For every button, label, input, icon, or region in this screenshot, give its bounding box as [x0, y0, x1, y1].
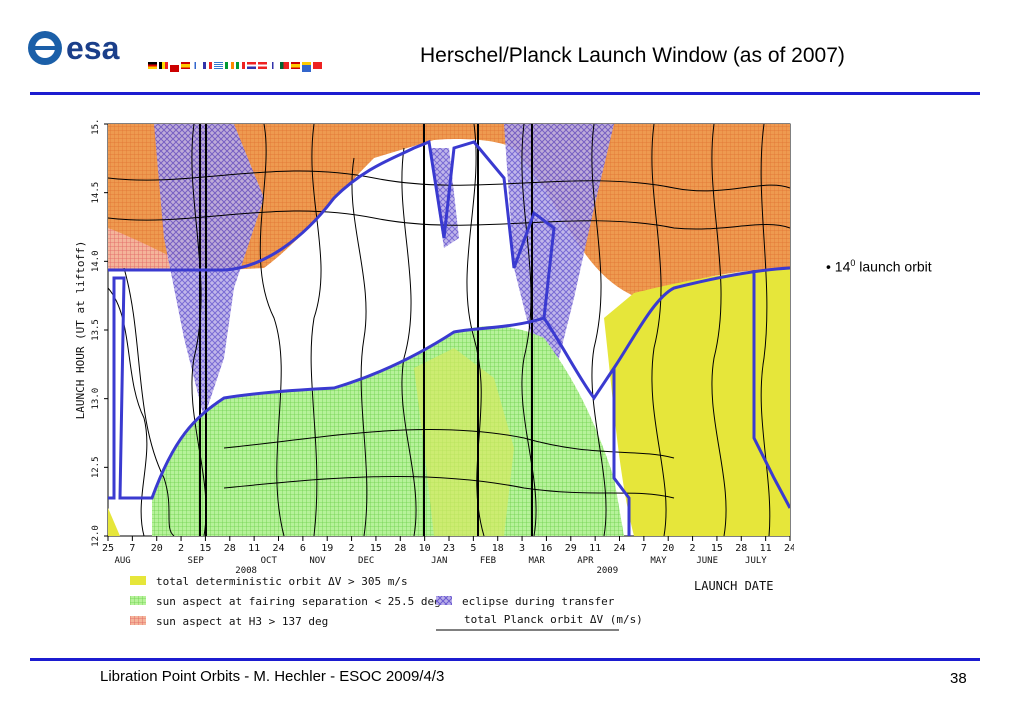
legend-swatch-h3 [130, 616, 146, 625]
legend-label-planck-dv: total Planck orbit ΔV (m/s) [464, 613, 643, 626]
footer-text: Libration Point Orbits - M. Hechler - ES… [100, 668, 445, 685]
region-fairing-yellow-mix [414, 348, 514, 536]
y-tick-label: 15.0 [91, 118, 101, 135]
x-year-label: 2009 [596, 566, 618, 576]
x-tick-label: 11 [760, 543, 772, 554]
contour-line [123, 267, 175, 536]
x-tick-label: 2 [178, 543, 184, 554]
esa-logo: esa [28, 30, 120, 66]
x-axis-label: LAUNCH DATE [694, 579, 773, 593]
region-orange-top [108, 124, 790, 296]
y-tick-label: 14.5 [91, 182, 101, 204]
contour-line [108, 170, 790, 192]
y-tick-label: 12.5 [91, 456, 101, 478]
legend: total deterministic orbit ΔV > 305 m/s s… [130, 575, 643, 631]
y-tick-label: 12.0 [91, 525, 101, 547]
y-tick-label: 14.0 [91, 250, 101, 272]
launch-orbit-note: • 140 launch orbit [826, 258, 932, 275]
x-tick-label: 15 [711, 543, 723, 554]
legend-label-h3: sun aspect at H3 > 137 deg [156, 615, 328, 628]
contour-line [191, 124, 207, 536]
contour-line [466, 124, 485, 536]
slide-title: Herschel/Planck Launch Window (as of 200… [420, 44, 845, 67]
x-tick-label: 18 [492, 543, 504, 554]
contour-line [108, 210, 790, 230]
x-tick-label: 28 [735, 543, 747, 554]
x-tick-label: 7 [641, 543, 647, 554]
x-tick-label: 24 [272, 543, 284, 554]
x-tick-label: 15 [199, 543, 211, 554]
contour-line [223, 475, 675, 499]
launch-window-chart: 12.0 12.5 13.0 13.5 14.0 14.5 15.0 LAUNCH HOUR… [74, 118, 794, 631]
footer-rule [30, 658, 980, 661]
x-tick-label: 28 [394, 543, 406, 554]
x-axis: 25 7 20 2 15 28 11 24 6 19 2 15 28 10 23 5 18 3 16 29 11 24 7 2… [102, 536, 794, 576]
y-tick-label: 13.0 [91, 388, 101, 410]
x-month-label: OCT [261, 556, 278, 566]
x-month-label: APR [577, 556, 594, 566]
launch-window-boundary-right [542, 266, 790, 536]
x-tick-label: 28 [224, 543, 236, 554]
contour-line [401, 147, 417, 536]
x-tick-label: 2 [349, 543, 355, 554]
x-tick-label: 20 [662, 543, 674, 554]
contour-line [760, 124, 771, 536]
region-deterministic-left [108, 508, 120, 536]
header-rule [30, 92, 980, 95]
contour-line [651, 124, 667, 536]
contour-line [591, 124, 607, 536]
x-tick-label: 16 [540, 543, 552, 554]
legend-swatch-fairing [130, 596, 146, 605]
x-month-label: FEB [480, 556, 496, 566]
x-tick-label: 5 [470, 543, 476, 554]
x-tick-label: 20 [151, 543, 163, 554]
x-tick-label: 2 [690, 543, 696, 554]
x-tick-label: 11 [589, 543, 601, 554]
x-tick-label: 29 [565, 543, 577, 554]
x-month-label: MAY [650, 556, 667, 566]
x-tick-label: 23 [443, 543, 455, 554]
x-month-label: DEC [358, 556, 374, 566]
esa-logo-text: esa [66, 30, 120, 66]
x-tick-label: 15 [370, 543, 382, 554]
x-month-label: JULY [745, 556, 767, 566]
x-month-label: JUNE [696, 556, 718, 566]
x-tick-label: 11 [248, 543, 260, 554]
x-tick-label: 3 [519, 543, 525, 554]
x-tick-label: 7 [129, 543, 135, 554]
x-month-label: MAR [529, 556, 546, 566]
x-tick-label: 6 [300, 543, 306, 554]
legend-swatch-eclipse [436, 596, 452, 605]
contour-line [521, 124, 537, 536]
x-tick-label: 19 [321, 543, 333, 554]
legend-label-deterministic: total deterministic orbit ΔV > 305 m/s [156, 575, 408, 588]
x-tick-label: 24 [613, 543, 625, 554]
contour-line [711, 124, 727, 536]
x-month-label: JAN [431, 556, 447, 566]
launch-window-boundary [108, 139, 556, 500]
y-axis: 12.0 12.5 13.0 13.5 14.0 14.5 15.0 [91, 118, 108, 547]
legend-label-eclipse: eclipse during transfer [462, 595, 615, 608]
y-axis-label: LAUNCH HOUR (UT at liftoff) [74, 241, 87, 420]
y-tick-label: 13.5 [91, 319, 101, 341]
x-month-label: AUG [114, 556, 130, 566]
x-year-label: 2008 [235, 566, 257, 576]
page-number: 38 [950, 670, 967, 687]
contour-line [259, 124, 285, 536]
x-tick-label: 10 [419, 543, 431, 554]
contour-line [223, 428, 675, 459]
x-tick-label: 25 [102, 543, 114, 554]
x-month-label: SEP [188, 556, 205, 566]
x-month-label: NOV [309, 556, 326, 566]
contour-line [310, 124, 322, 536]
contour-line [351, 157, 368, 536]
member-flags [148, 62, 322, 72]
x-tick-label: 24 [784, 543, 794, 554]
legend-swatch-deterministic [130, 576, 146, 585]
region-deterministic-right [604, 268, 790, 536]
legend-label-fairing: sun aspect at fairing separation < 25.5 … [156, 595, 441, 608]
